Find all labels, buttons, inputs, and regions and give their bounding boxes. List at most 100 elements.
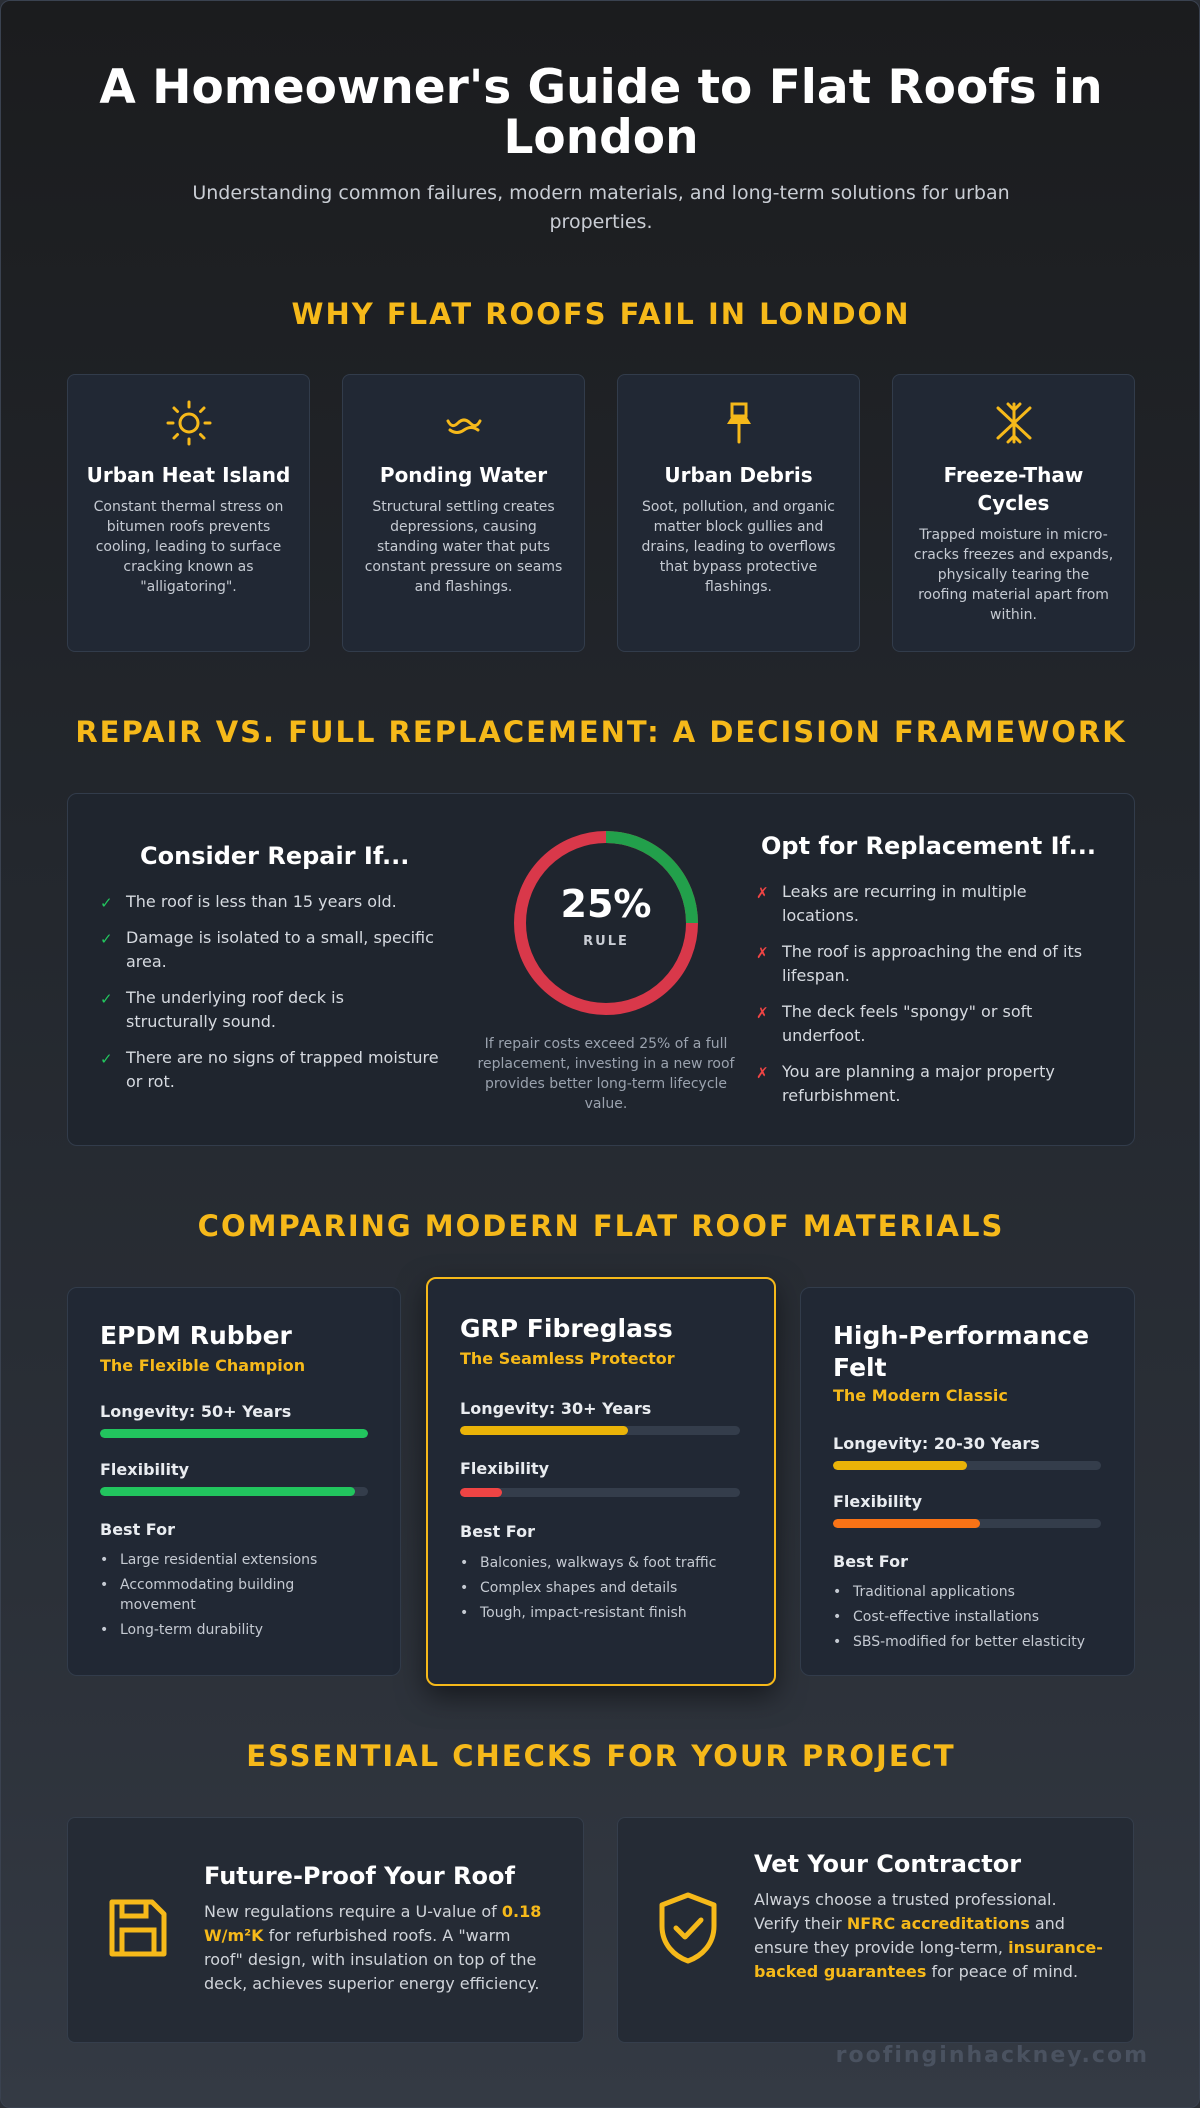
material-card-grp: GRP Fibreglass The Seamless Protector Lo… xyxy=(426,1277,776,1686)
failure-text: Trapped moisture in micro-cracks freezes… xyxy=(913,527,1114,623)
cross-icon: ✗ xyxy=(756,1064,769,1082)
snowflake-icon xyxy=(996,402,1031,444)
check-icon: ✓ xyxy=(100,1050,113,1068)
failure-text: Structural settling creates depressions,… xyxy=(364,499,563,595)
flexibility-bar xyxy=(833,1519,1101,1528)
longevity-label: Longevity: 20-30 Years xyxy=(833,1434,1040,1453)
list-item: Long-term durability xyxy=(100,1620,370,1640)
list-item: ✓ The roof is less than 15 years old. xyxy=(100,890,440,914)
longevity-bar-fill xyxy=(833,1461,967,1470)
list-item: SBS-modified for better elasticity xyxy=(833,1632,1103,1652)
list-item: ✓ Damage is isolated to a small, specific… xyxy=(100,928,434,971)
sun-icon xyxy=(166,400,211,446)
longevity-bar xyxy=(100,1429,368,1438)
best-for-list: Traditional applications Cost-effective … xyxy=(833,1582,1103,1657)
flexibility-bar-fill xyxy=(100,1487,355,1496)
list-item: Complex shapes and details xyxy=(460,1578,750,1598)
repair-list: ✓ The roof is less than 15 years old. ✓ Da… xyxy=(100,890,440,1106)
replace-list: ✗ Leaks are recurring in multiple locatio… xyxy=(756,880,1096,1120)
flexibility-label: Flexibility xyxy=(833,1492,923,1511)
check-icon: ✓ xyxy=(100,990,113,1008)
material-name: GRP Fibreglass xyxy=(460,1314,673,1343)
failure-title: Urban Heat Island xyxy=(86,463,291,487)
flexibility-label: Flexibility xyxy=(460,1459,550,1478)
flexibility-bar xyxy=(100,1487,368,1496)
material-tagline: The Flexible Champion xyxy=(100,1356,306,1375)
brand-watermark: roofinginhackney.com xyxy=(835,2043,1149,2068)
longevity-bar-fill xyxy=(460,1426,628,1435)
best-for-title: Best For xyxy=(833,1552,908,1571)
page-title: A Homeowner's Guide to Flat Roofs in Lon… xyxy=(99,60,1103,165)
check-card-future-proof: Future-Proof Your Roof New regulations r… xyxy=(67,1817,584,2043)
failure-title: Freeze-Thaw Cycles xyxy=(943,463,1084,515)
replace-column-title: Opt for Replacement If... xyxy=(761,832,1097,860)
flexibility-label: Flexibility xyxy=(100,1460,190,1479)
material-name: EPDM Rubber xyxy=(100,1321,292,1350)
best-for-list: Balconies, walkways & foot traffic Compl… xyxy=(460,1553,750,1628)
best-for-list: Large residential extensions Accommodati… xyxy=(100,1550,370,1645)
failure-text: Soot, pollution, and organic matter bloc… xyxy=(641,499,836,595)
check-card-title: Future-Proof Your Roof xyxy=(204,1862,515,1890)
list-item: Traditional applications xyxy=(833,1582,1103,1602)
longevity-bar xyxy=(833,1461,1101,1470)
rule-note: If repair costs exceed 25% of a full rep… xyxy=(477,1036,735,1112)
rule-label: RULE xyxy=(583,934,629,949)
check-card-title: Vet Your Contractor xyxy=(754,1850,1022,1878)
longevity-bar xyxy=(460,1426,740,1435)
shield-check-icon xyxy=(659,1892,717,1964)
material-card-felt: High-Performance Felt The Modern Classic… xyxy=(800,1287,1135,1676)
material-tagline: The Modern Classic xyxy=(833,1386,1008,1405)
list-item: ✓ The underlying roof deck is structurall… xyxy=(100,988,344,1031)
longevity-bar-fill xyxy=(100,1429,368,1438)
list-item: ✓ There are no signs of trapped moisture … xyxy=(100,1048,439,1091)
pin-icon xyxy=(726,402,751,444)
page-subtitle: Understanding common failures, modern ma… xyxy=(192,182,1010,233)
list-item: Cost-effective installations xyxy=(833,1607,1103,1627)
list-item: Balconies, walkways & foot traffic xyxy=(460,1553,750,1573)
flexibility-bar xyxy=(460,1488,740,1497)
best-for-title: Best For xyxy=(460,1522,535,1541)
list-item: Large residential extensions xyxy=(100,1550,370,1570)
section-title-failures: WHY FLAT ROOFS FAIL IN LONDON xyxy=(291,297,911,331)
flexibility-bar-fill xyxy=(460,1488,502,1497)
failure-card-heat: Urban Heat Island Constant thermal stres… xyxy=(67,374,310,652)
material-name: High-Performance Felt xyxy=(833,1321,1090,1382)
floppy-disk-icon xyxy=(109,1899,167,1957)
failure-title: Urban Debris xyxy=(664,463,813,487)
failure-text: Constant thermal stress on bitumen roofs… xyxy=(93,499,284,595)
check-card-text: Always choose a trusted professional. Ve… xyxy=(754,1890,1103,1981)
flexibility-bar-fill xyxy=(833,1519,981,1528)
rule-value: 25% xyxy=(560,882,652,926)
material-card-epdm: EPDM Rubber The Flexible Champion Longev… xyxy=(67,1287,401,1676)
list-item: ✗ You are planning a major property refur… xyxy=(756,1062,1055,1105)
cross-icon: ✗ xyxy=(756,944,769,962)
list-item: ✗ The roof is approaching the end of its … xyxy=(756,942,1083,985)
longevity-label: Longevity: 30+ Years xyxy=(460,1399,652,1418)
list-item: Tough, impact-resistant finish xyxy=(460,1603,750,1623)
water-wave-icon xyxy=(446,418,481,434)
material-tagline: The Seamless Protector xyxy=(460,1349,675,1368)
section-title-materials: COMPARING MODERN FLAT ROOF MATERIALS xyxy=(197,1209,1005,1243)
check-icon: ✓ xyxy=(100,894,113,912)
rule-donut-chart xyxy=(514,831,698,1015)
longevity-label: Longevity: 50+ Years xyxy=(100,1402,292,1421)
failure-card-debris: Urban Debris Soot, pollution, and organi… xyxy=(617,374,860,652)
check-card-text: New regulations require a U-value of 0.1… xyxy=(204,1902,542,1993)
list-item: Accommodating building movement xyxy=(100,1575,370,1615)
check-card-contractor: Vet Your Contractor Always choose a trus… xyxy=(617,1817,1134,2043)
check-icon: ✓ xyxy=(100,930,113,948)
failure-title: Ponding Water xyxy=(379,463,548,487)
best-for-title: Best For xyxy=(100,1520,175,1539)
failure-card-freeze: Freeze-Thaw Cycles Trapped moisture in m… xyxy=(892,374,1135,652)
list-item: ✗ Leaks are recurring in multiple locatio… xyxy=(756,882,1027,925)
failure-card-ponding: Ponding Water Structural settling create… xyxy=(342,374,585,652)
cross-icon: ✗ xyxy=(756,884,769,902)
section-title-checks: ESSENTIAL CHECKS FOR YOUR PROJECT xyxy=(246,1739,956,1773)
list-item: ✗ The deck feels "spongy" or soft underfo… xyxy=(756,1002,1033,1045)
section-title-decision: REPAIR VS. FULL REPLACEMENT: A DECISION … xyxy=(75,715,1127,749)
repair-column-title: Consider Repair If... xyxy=(140,842,410,870)
cross-icon: ✗ xyxy=(756,1004,769,1022)
donut-repair-arc xyxy=(514,831,698,1015)
decision-framework-panel: Consider Repair If... ✓ The roof is less … xyxy=(67,793,1135,1146)
